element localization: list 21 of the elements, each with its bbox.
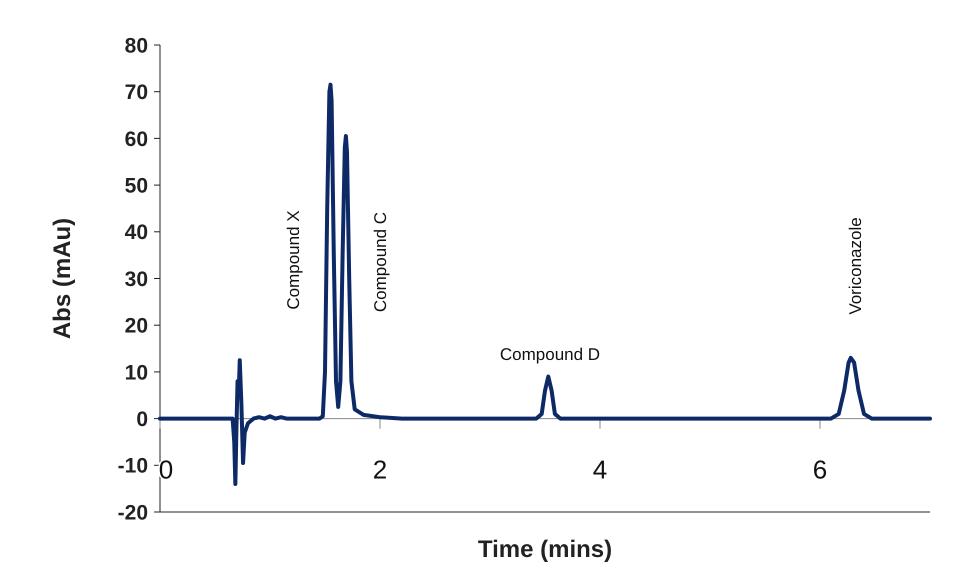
y-tick-label: 60 xyxy=(124,128,148,151)
y-tick-label: 80 xyxy=(124,34,148,58)
x-tick-label: 6 xyxy=(812,454,828,485)
x-axis-title: Time (mins) xyxy=(478,536,612,563)
annotation: Compound X xyxy=(284,210,303,310)
annotation: Compound C xyxy=(370,212,390,312)
y-axis-title: Abs (mAu) xyxy=(49,218,76,340)
annotation: Voriconazole xyxy=(846,217,865,315)
y-tick-label: 10 xyxy=(124,361,148,384)
annotation: Compound D xyxy=(500,344,600,364)
line-series xyxy=(158,82,932,486)
y-tick-label: 20 xyxy=(124,314,148,338)
x-tick-label: 2 xyxy=(372,454,388,485)
y-tick-label: 30 xyxy=(124,268,148,291)
y-tick-label: 50 xyxy=(124,174,148,198)
y-tick-label: 40 xyxy=(124,221,148,244)
y-tick-label: -10 xyxy=(118,454,148,478)
y-tick-label: -20 xyxy=(118,501,148,524)
x-tick-label: 4 xyxy=(592,454,608,485)
y-tick-label: 70 xyxy=(124,81,148,104)
y-tick-label: 0 xyxy=(136,408,148,431)
